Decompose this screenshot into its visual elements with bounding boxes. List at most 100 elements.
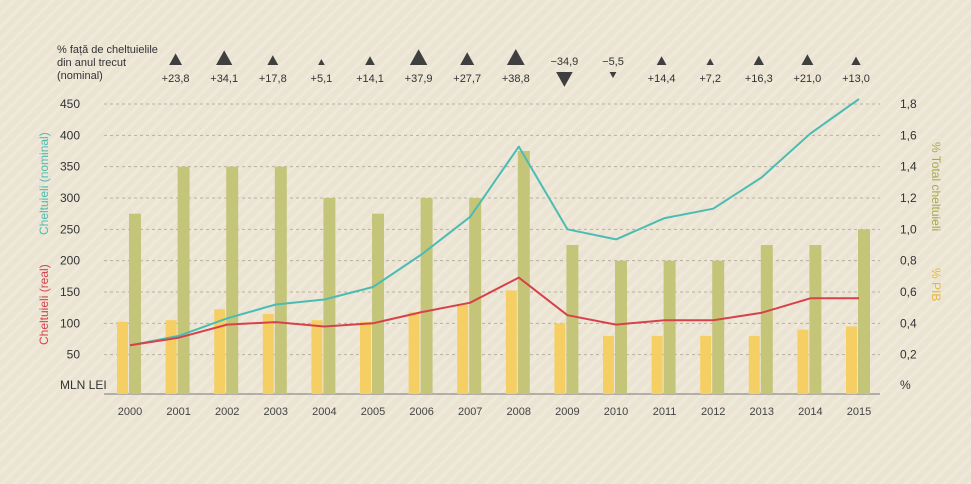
annual-change-triangle — [609, 72, 617, 79]
x-tick-label: 2012 — [701, 406, 725, 418]
bar-pib — [651, 335, 663, 394]
annual-change-label: +37,9 — [405, 73, 433, 85]
bar-pib — [408, 312, 420, 394]
bar-total — [517, 151, 530, 394]
left-axis-nominal-label: Cheltuieli (nominal) — [37, 132, 51, 235]
right-tick-label: 1,6 — [900, 128, 917, 142]
line-series — [129, 98, 860, 347]
bar-pib — [505, 290, 517, 394]
bar-total — [712, 260, 725, 394]
bar-total — [858, 229, 870, 394]
axis-ticks: 50 100 150 200 250 300 350 400 450 0,2 0,4 0,6 0,8 1,… — [60, 97, 917, 418]
x-tick-label: 2011 — [653, 406, 677, 418]
annual-change-triangle — [409, 49, 428, 65]
x-tick-label: 2008 — [507, 406, 531, 418]
left-axis-unit-label: MLN LEI — [60, 378, 107, 392]
x-tick-label: 2001 — [166, 406, 190, 418]
left-tick-label: 250 — [60, 222, 80, 236]
annual-change-label: +27,7 — [453, 73, 481, 85]
bar-total — [177, 166, 190, 394]
x-tick-label: 2009 — [555, 406, 579, 418]
annual-change-triangle — [753, 55, 764, 65]
annual-change-triangle — [656, 56, 667, 65]
x-tick-label: 2004 — [312, 406, 336, 418]
line-real — [129, 276, 859, 347]
right-tick-label: 1,8 — [900, 97, 917, 111]
annual-change-label: +34,1 — [210, 73, 238, 85]
annual-change-label: +5,1 — [311, 73, 333, 85]
left-axis-real-label: Cheltuieli (real) — [37, 264, 51, 345]
left-tick-label: 200 — [60, 254, 80, 268]
annual-change-triangle — [801, 54, 814, 65]
annual-change-markers: +23,8 +34,1 +17,8 +5,1 +14,1 +37,9 +27,7 +38,8 −… — [162, 48, 870, 87]
annual-change-label: +13,0 — [842, 73, 870, 85]
bar-total — [274, 166, 287, 394]
x-tick-label: 2000 — [118, 406, 142, 418]
bar-pib — [748, 335, 760, 394]
x-tick-label: 2007 — [458, 406, 482, 418]
annual-change-label: +7,2 — [699, 73, 721, 85]
annual-change-label: +38,8 — [502, 73, 530, 85]
annual-change-triangle — [169, 53, 183, 65]
bar-total — [615, 260, 627, 394]
annual-change-label: +21,0 — [793, 73, 821, 85]
bar-total — [760, 245, 773, 394]
annual-change-label: +14,4 — [648, 73, 676, 85]
bar-total — [469, 198, 482, 394]
bar-pib — [846, 326, 857, 394]
header-label-line2: din anul trecut — [57, 57, 126, 69]
bar-total — [323, 198, 336, 394]
x-tick-label: 2005 — [361, 406, 385, 418]
annual-change-triangle — [460, 52, 475, 65]
annual-change-triangle — [506, 48, 525, 65]
bar-total — [372, 213, 384, 394]
right-axis-unit-label: % — [900, 378, 911, 392]
bar-pib — [797, 329, 809, 394]
header-label-line3: (nominal) — [57, 70, 103, 82]
bar-total — [809, 245, 822, 394]
annual-change-label: +14,1 — [356, 73, 384, 85]
left-tick-label: 50 — [67, 348, 81, 362]
bar-pib — [262, 313, 274, 394]
left-tick-label: 450 — [60, 97, 80, 111]
x-tick-label: 2003 — [264, 406, 288, 418]
x-tick-label: 2015 — [847, 406, 871, 418]
right-tick-label: 1,4 — [900, 160, 917, 174]
bar-pib — [117, 321, 128, 394]
left-tick-label: 300 — [60, 191, 80, 205]
bar-pib — [360, 321, 371, 394]
bar-total — [420, 198, 433, 394]
right-tick-label: 0,8 — [900, 254, 917, 268]
bar-pib — [603, 335, 614, 394]
annual-change-label: +23,8 — [162, 73, 190, 85]
annual-change-label: −5,5 — [602, 56, 624, 68]
x-tick-label: 2013 — [750, 406, 774, 418]
right-tick-label: 0,2 — [900, 348, 917, 362]
line-nominal — [129, 98, 860, 347]
x-tick-label: 2014 — [798, 406, 822, 418]
bar-pib — [214, 309, 226, 394]
bar-total — [663, 260, 676, 394]
bar-total — [226, 166, 239, 394]
annual-change-label: +17,8 — [259, 73, 287, 85]
left-tick-label: 400 — [60, 128, 80, 142]
annual-change-triangle — [851, 56, 861, 65]
right-axis-pib-label: % PIB — [929, 268, 943, 301]
left-tick-label: 150 — [60, 285, 80, 299]
left-tick-label: 100 — [60, 316, 80, 330]
bar-pib — [165, 320, 177, 394]
left-tick-label: 350 — [60, 160, 80, 174]
bar-pib — [311, 320, 323, 394]
right-axis-total-label: % Total cheltuieli — [929, 142, 943, 231]
annual-change-triangle — [556, 72, 573, 87]
right-tick-label: 0,6 — [900, 285, 917, 299]
x-tick-label: 2006 — [409, 406, 433, 418]
x-tick-label: 2010 — [604, 406, 628, 418]
right-tick-label: 1,2 — [900, 191, 917, 205]
header-label-line1: % față de cheltuielile — [57, 44, 158, 56]
bar-series — [117, 151, 870, 394]
right-tick-label: 0,4 — [900, 316, 917, 330]
annual-change-triangle — [365, 56, 375, 65]
annual-change-triangle — [706, 58, 714, 65]
